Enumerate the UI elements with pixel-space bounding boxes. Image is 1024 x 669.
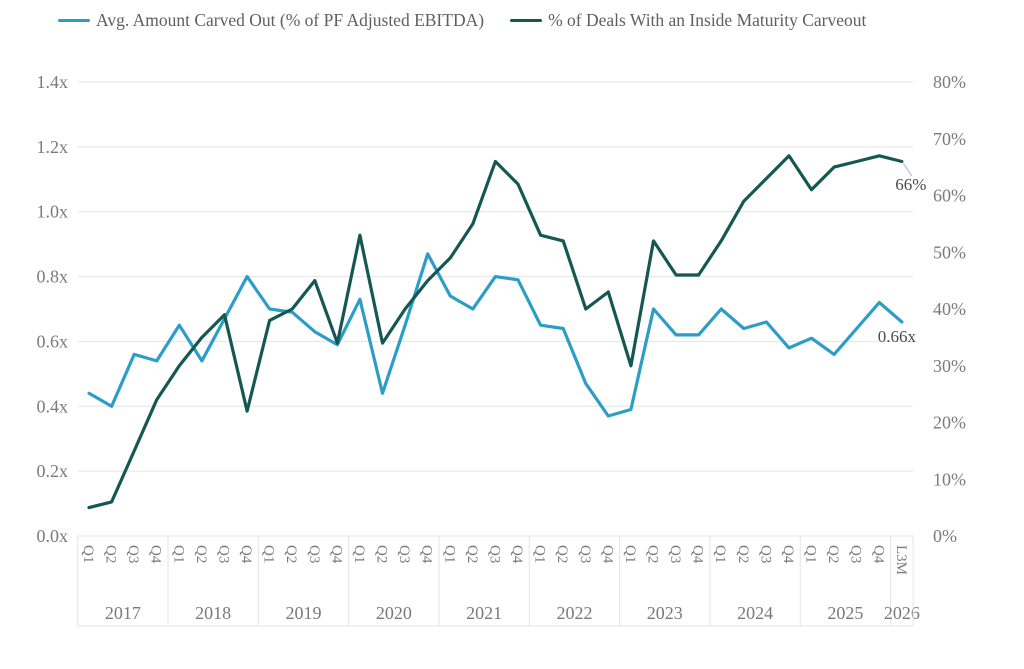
left-axis-tick-label: 1.2x [37,137,69,157]
x-axis-quarter-label: Q2 [283,545,299,563]
x-axis-year-label: 2021 [466,603,502,623]
x-axis-quarter-label: Q4 [690,545,706,564]
x-axis-quarter-label: Q2 [554,545,570,563]
x-axis-quarter-label: Q1 [532,545,548,563]
left-axis-tick-label: 1.4x [37,72,69,92]
x-axis-year-label: 2019 [286,603,322,623]
x-axis-quarter-label: Q1 [261,545,277,563]
x-axis-quarter-label: Q4 [780,545,796,564]
x-axis-year-label: 2017 [105,603,141,623]
x-axis-quarter-label: Q3 [848,545,864,563]
x-axis-quarter-label: Q4 [238,545,254,564]
x-axis-quarter-label: Q1 [80,545,96,563]
x-axis-quarter-label: Q4 [509,545,525,564]
left-axis-tick-label: 0.0x [37,526,69,546]
x-axis-quarter-label: Q1 [441,545,457,563]
right-axis-tick-label: 0% [933,526,957,546]
x-axis-year-label: 2025 [827,603,863,623]
data-label-inside-maturity-final: 66% [895,175,926,194]
legend-item-avg-carved: Avg. Amount Carved Out (% of PF Adjusted… [58,10,484,31]
right-axis-tick-label: 80% [933,72,966,92]
right-axis-tick-label: 60% [933,186,966,206]
x-axis-quarter-label: Q1 [803,545,819,563]
left-axis-tick-label: 0.4x [37,396,69,416]
data-label-avg-carved-final: 0.66x [878,327,917,346]
right-axis-tick-label: 20% [933,413,966,433]
x-axis-quarter-label: Q4 [328,545,344,564]
x-axis-quarter-label: Q3 [125,545,141,563]
x-axis-quarter-label: L3M [893,545,909,575]
x-axis-quarter-label: Q1 [351,545,367,563]
x-axis-year-label: 2022 [556,603,592,623]
x-axis-quarter-label: Q4 [870,545,886,564]
data-label-leader-line [902,163,913,177]
x-axis-quarter-label: Q2 [825,545,841,563]
x-axis-quarter-label: Q2 [374,545,390,563]
right-axis-tick-label: 50% [933,242,966,262]
left-axis-tick-label: 0.8x [37,267,69,287]
x-axis-quarter-label: Q3 [757,545,773,563]
left-axis-tick-label: 0.6x [37,331,69,351]
x-axis-year-label: 2023 [647,603,683,623]
x-axis-quarter-label: Q1 [170,545,186,563]
legend-swatch-avg-carved [58,18,90,23]
left-axis-tick-label: 0.2x [37,461,69,481]
right-axis-tick-label: 10% [933,469,966,489]
x-axis-quarter-label: Q2 [103,545,119,563]
x-axis-quarter-label: Q3 [577,545,593,563]
left-axis-tick-label: 1.0x [37,202,69,222]
x-axis-quarter-label: Q3 [486,545,502,563]
x-axis-year-label: 2018 [195,603,231,623]
series-line-avg-carved [87,252,904,418]
x-axis-quarter-label: Q4 [599,545,615,564]
x-axis-quarter-label: Q3 [667,545,683,563]
x-axis-quarter-label: Q4 [419,545,435,564]
x-axis-quarter-label: Q3 [396,545,412,563]
x-axis-quarter-label: Q1 [712,545,728,563]
legend-label-avg-carved: Avg. Amount Carved Out (% of PF Adjusted… [96,10,485,30]
x-axis-quarter-label: Q2 [193,545,209,563]
x-axis-quarter-label: Q1 [622,545,638,563]
right-axis-tick-label: 30% [933,356,966,376]
series-line-inside-maturity [87,154,904,510]
x-axis-year-label: 2026 [884,603,920,623]
x-axis-quarter-label: Q3 [306,545,322,563]
legend-label-inside-maturity: % of Deals With an Inside Maturity Carve… [548,10,867,30]
legend-item-inside-maturity: % of Deals With an Inside Maturity Carve… [510,10,866,31]
x-axis-year-label: 2024 [737,603,773,623]
chart-legend: Avg. Amount Carved Out (% of PF Adjusted… [58,10,866,31]
x-axis-quarter-label: Q4 [148,545,164,564]
x-axis-quarter-label: Q2 [644,545,660,563]
x-axis-year-label: 2020 [376,603,412,623]
x-axis-quarter-label: Q2 [464,545,480,563]
x-axis-quarter-label: Q3 [215,545,231,563]
right-axis-tick-label: 70% [933,129,966,149]
x-axis-quarter-label: Q2 [735,545,751,563]
legend-swatch-inside-maturity [510,18,543,23]
right-axis-tick-label: 40% [933,299,966,319]
